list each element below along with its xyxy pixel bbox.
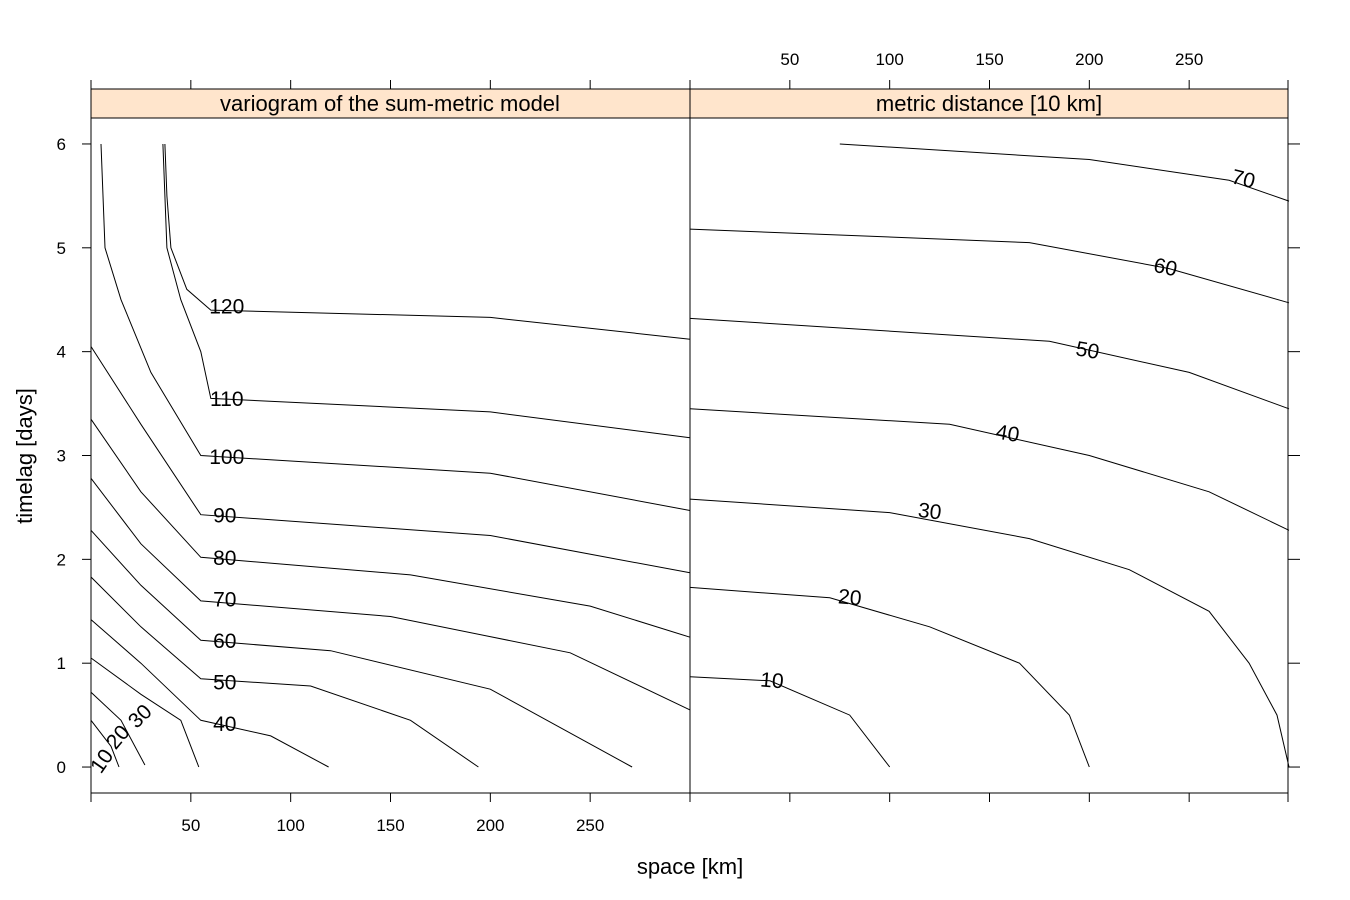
x-tick-label-top: 100 xyxy=(875,50,903,69)
panel-1-title: variogram of the sum-metric model xyxy=(220,91,560,116)
contour-line-40 xyxy=(90,619,329,768)
contour-label-30: 30 xyxy=(124,700,157,733)
contour-line-20 xyxy=(90,691,146,766)
panel-1-frame xyxy=(90,117,691,794)
contour-label-70: 70 xyxy=(1229,165,1257,193)
contour-label-90: 90 xyxy=(213,504,236,527)
panel-1-strip xyxy=(90,88,691,119)
contour-line-10 xyxy=(90,719,120,768)
contour-line-40 xyxy=(689,408,1290,531)
x-tick-label-top: 50 xyxy=(780,50,799,69)
x-tick-label-bottom: 250 xyxy=(576,816,604,835)
contour-label-70: 70 xyxy=(213,588,236,611)
contour-line-20 xyxy=(689,586,1090,768)
contour-label-60: 60 xyxy=(1152,254,1180,281)
y-axis-label: timelag [days] xyxy=(12,388,37,524)
contour-label-110: 110 xyxy=(210,388,243,411)
contour-line-60 xyxy=(689,228,1290,304)
contour-line-30 xyxy=(689,498,1290,768)
y-tick-label: 6 xyxy=(57,135,66,154)
x-tick-label-top: 200 xyxy=(1075,50,1103,69)
x-tick-label-bottom: 200 xyxy=(476,816,504,835)
contour-line-30 xyxy=(90,657,200,768)
x-tick-label-bottom: 100 xyxy=(276,816,304,835)
contour-line-70 xyxy=(839,143,1290,202)
contour-line-80 xyxy=(90,418,691,638)
contour-line-100 xyxy=(100,143,691,511)
x-tick-label-bottom: 50 xyxy=(181,816,200,835)
panel-metric-distance: metric distance [10 km] 10 20 30 40 50 60 70 xyxy=(689,88,1290,794)
contour-label-120: 120 xyxy=(209,296,244,319)
y-tick-label: 1 xyxy=(57,654,66,673)
contour-label-50: 50 xyxy=(1074,337,1101,364)
contour-line-90 xyxy=(90,346,691,574)
y-tick-label: 5 xyxy=(57,239,66,258)
contour-line-10 xyxy=(689,676,891,768)
contour-line-50 xyxy=(90,576,479,768)
contour-label-100: 100 xyxy=(209,446,244,469)
contour-label-50: 50 xyxy=(213,672,236,695)
y-tick-label: 4 xyxy=(57,343,66,362)
contour-line-70 xyxy=(90,477,691,711)
x-tick-label-bottom: 150 xyxy=(376,816,404,835)
contour-label-40: 40 xyxy=(213,713,236,736)
contour-label-60: 60 xyxy=(213,630,236,653)
panel-2-title: metric distance [10 km] xyxy=(876,91,1102,116)
x-axis-label: space [km] xyxy=(637,854,743,879)
contour-line-50 xyxy=(689,317,1290,410)
contour-label-20: 20 xyxy=(837,585,862,610)
x-tick-label-top: 150 xyxy=(975,50,1003,69)
contour-line-60 xyxy=(90,529,633,768)
contour-label-30: 30 xyxy=(917,499,943,525)
contour-label-10: 10 xyxy=(759,668,784,693)
contour-label-40: 40 xyxy=(994,421,1021,447)
y-tick-label: 0 xyxy=(57,758,66,777)
contour-line-120 xyxy=(164,143,691,340)
contour-label-20: 20 xyxy=(102,721,135,754)
y-tick-label: 2 xyxy=(57,550,66,569)
y-tick-label: 3 xyxy=(57,447,66,466)
panel-variogram-sum-metric: variogram of the sum-metric model 102030… xyxy=(86,88,691,794)
contour-line-110 xyxy=(162,143,691,439)
contour-label-80: 80 xyxy=(213,547,236,570)
x-tick-label-top: 250 xyxy=(1175,50,1203,69)
axes: 50 50 100 100 150 150 200 200 250 250 0 1 2 3 4 5 6 xyxy=(57,50,1300,835)
panel-2-contours: 10 20 30 40 50 60 70 xyxy=(689,143,1290,768)
